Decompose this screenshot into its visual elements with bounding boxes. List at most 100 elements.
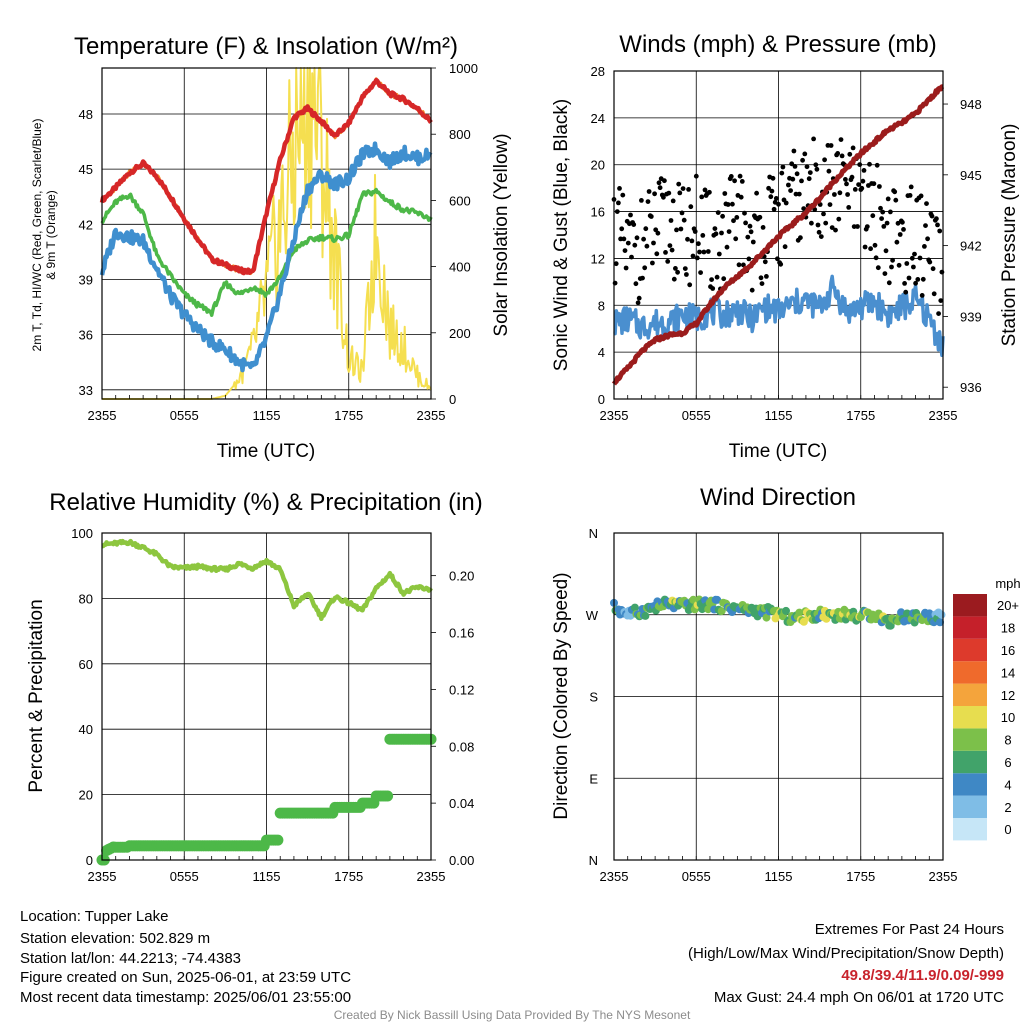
temperature-title: Temperature (F) & Insolation (W/m²)	[74, 33, 458, 60]
colorbar-swatch	[953, 750, 987, 774]
gust-point	[678, 226, 684, 232]
gust-point	[912, 251, 917, 257]
footer-latlon: Station lat/lon: 44.2213; -74.4383	[20, 950, 241, 967]
gust-point	[849, 174, 855, 180]
gust-point	[618, 236, 623, 242]
gust-point	[818, 234, 824, 240]
gust-point	[721, 276, 727, 282]
gust-point	[760, 225, 766, 230]
y-tick-label: S	[589, 690, 598, 705]
gust-point	[793, 191, 799, 197]
gust-point	[893, 197, 899, 203]
gust-point	[839, 153, 845, 159]
wind-direction-title: Wind Direction	[700, 484, 856, 511]
gust-point	[835, 151, 841, 156]
gust-point	[700, 233, 706, 238]
gust-point	[886, 280, 892, 286]
gust-point	[915, 277, 921, 282]
direction-point	[937, 610, 946, 619]
colorbar-label: 20+	[997, 598, 1019, 613]
gust-point	[827, 202, 833, 208]
gust-point	[930, 266, 936, 272]
gust-point	[613, 261, 619, 267]
gust-point	[690, 253, 696, 259]
gust-point	[674, 227, 679, 233]
footer-location: Location: Tupper Lake	[20, 908, 168, 925]
direction-point	[717, 607, 726, 616]
gust-point	[724, 244, 730, 250]
gust-point	[746, 256, 752, 262]
humidity-title: Relative Humidity (%) & Precipitation (i…	[49, 489, 482, 516]
gust-point	[809, 220, 814, 226]
gust-point	[811, 136, 816, 142]
gust-point	[846, 205, 852, 210]
gust-point	[689, 238, 695, 244]
gust-point	[687, 282, 693, 288]
gust-point	[892, 189, 898, 195]
y-tick-label: 20	[591, 158, 605, 173]
gust-point	[807, 170, 813, 176]
gust-point	[786, 182, 791, 188]
gust-point	[725, 202, 731, 207]
winds-ylabel: Sonic Wind & Gust (Blue, Black)	[551, 99, 572, 371]
gust-point	[922, 244, 927, 249]
y2-tick-label: 0	[449, 392, 456, 407]
gust-point	[736, 262, 742, 268]
gust-point	[731, 218, 736, 224]
gust-point	[850, 145, 856, 151]
series-line-temp	[99, 77, 433, 276]
y2-tick-label: 0.00	[449, 853, 474, 868]
gust-point	[872, 242, 878, 248]
gust-point	[867, 161, 872, 167]
y2-tick-label: 0.16	[449, 626, 474, 641]
gust-point	[875, 265, 881, 271]
x-tick-label: 1755	[334, 408, 363, 423]
temperature-title-text: Temperature (F) & Insolation (W/m²)	[74, 33, 458, 60]
gust-point	[799, 178, 804, 184]
gust-point	[906, 275, 912, 281]
gust-point	[710, 286, 716, 291]
direction-point	[641, 611, 650, 620]
gust-point	[775, 256, 780, 262]
gust-point	[788, 188, 793, 194]
direction-point	[782, 606, 790, 615]
gust-point	[862, 244, 868, 250]
gust-point	[852, 187, 858, 192]
gust-point	[758, 275, 764, 281]
gust-point	[732, 178, 737, 184]
colorbar-swatch	[953, 728, 987, 751]
gust-point	[670, 198, 676, 204]
gust-point	[782, 244, 788, 250]
gust-point	[923, 223, 928, 229]
x-tick-label: 2355	[417, 869, 446, 884]
colorbar-label: 4	[1004, 777, 1011, 792]
gust-point	[669, 247, 675, 253]
y-tick-label: 48	[79, 107, 93, 122]
y-tick-label: 4	[598, 345, 605, 360]
colorbar-swatch	[953, 795, 987, 818]
gust-point	[715, 210, 721, 216]
y-tick-label: 42	[79, 217, 93, 232]
temperature-grid	[101, 68, 432, 399]
gust-point	[699, 194, 705, 200]
gust-point	[871, 181, 877, 187]
gust-point	[722, 191, 728, 196]
gust-point	[881, 224, 887, 229]
gust-point	[783, 200, 789, 206]
x-tick-label: 2355	[88, 408, 117, 423]
gust-point	[709, 277, 714, 282]
y-tick-label: 12	[591, 251, 605, 266]
x-tick-label: 2355	[600, 869, 629, 884]
x-tick-label: 1155	[253, 408, 281, 423]
y-tick-label: N	[589, 526, 598, 541]
gust-point	[888, 209, 893, 215]
humidity-panel: Relative Humidity (%) & Precipitation (i…	[26, 489, 483, 884]
y2-tick-label: 600	[449, 193, 471, 208]
gust-point	[712, 226, 718, 232]
gust-point	[634, 235, 640, 241]
gust-point	[925, 236, 930, 242]
y-tick-label: 24	[591, 111, 605, 126]
gust-point	[653, 227, 659, 233]
gust-point	[769, 188, 775, 194]
gust-point	[747, 223, 753, 229]
